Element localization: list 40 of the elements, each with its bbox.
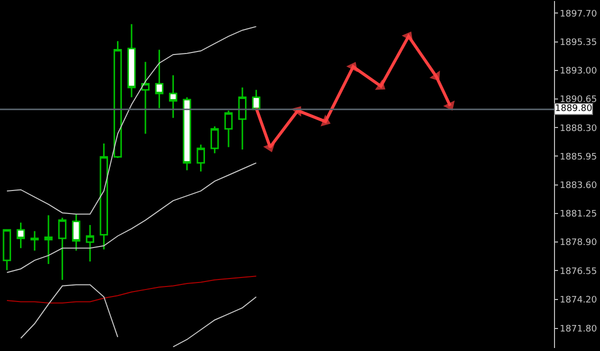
candlestick [2, 229, 12, 271]
candlestick [100, 142, 108, 250]
candlestick [224, 110, 233, 148]
y-tick-label: 1871.80 [560, 324, 598, 335]
candlestick [196, 144, 205, 172]
candlestick [58, 216, 66, 281]
candlestick [155, 48, 164, 109]
candlestick [72, 213, 80, 252]
candlestick [127, 23, 136, 98]
candlestick [86, 224, 94, 262]
y-tick-label: 1890.65 [560, 95, 598, 106]
candlestick [30, 230, 39, 252]
y-tick-label: 1878.90 [560, 238, 598, 248]
ref-line-label: 1889.80 [555, 104, 592, 114]
candlestick [210, 126, 219, 154]
y-tick-label: 1888.30 [560, 124, 598, 134]
y-tick-label: 1883.60 [560, 181, 598, 191]
y-tick-label: 1897.70 [560, 9, 598, 20]
point [429, 70, 440, 82]
y-tick-label: 1874.20 [560, 295, 598, 306]
candlestick [114, 40, 122, 159]
y-tick-label: 1876.55 [560, 266, 598, 277]
candlestick [238, 86, 247, 150]
line-series [6, 276, 257, 304]
line-series [6, 26, 257, 215]
candlestick [252, 89, 260, 110]
y-tick-label: 1881.25 [560, 210, 598, 220]
y-tick-label: 1895.35 [560, 38, 598, 48]
line-series [6, 162, 257, 274]
y-tick-label: 1885.95 [560, 152, 598, 162]
candlestick [168, 74, 178, 119]
point [443, 100, 455, 111]
point [263, 142, 276, 152]
candlestick [44, 214, 53, 265]
candlestick [16, 222, 25, 249]
y-tick-label: 1893.00 [560, 66, 598, 77]
candlestick [141, 61, 150, 134]
point [346, 62, 358, 72]
point [320, 114, 331, 126]
candlestick [182, 96, 192, 171]
